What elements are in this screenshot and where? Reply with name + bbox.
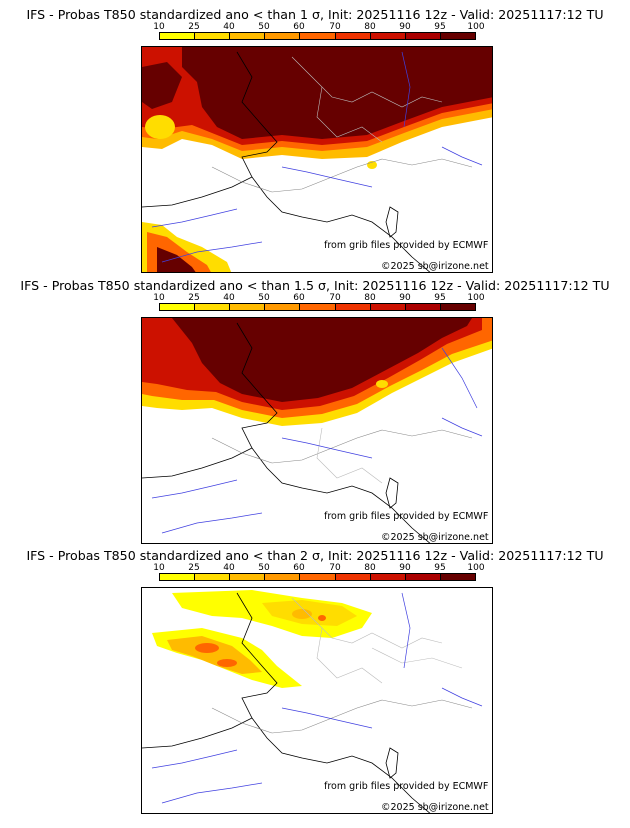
colorbar-tick: 10	[153, 22, 165, 32]
colorbar-segment	[300, 33, 336, 39]
probability-map: from grib files provided by ECMWF ©2025 …	[141, 587, 493, 814]
colorbar-segment	[230, 33, 266, 39]
colorbar-tick: 10	[153, 563, 165, 573]
panel-1-5sigma: IFS - Probas T850 standardized ano < tha…	[0, 278, 630, 548]
colorbar-tick: 40	[223, 563, 235, 573]
colorbar-labels: 10 25 40 50 60 70 80 90 95 100	[153, 563, 484, 573]
colorbar-tick: 25	[188, 563, 200, 573]
colorbar-segment	[265, 304, 301, 310]
colorbar-tick: 100	[467, 563, 485, 573]
map-title: IFS - Probas T850 standardized ano < tha…	[26, 7, 604, 22]
colorbar	[159, 32, 476, 40]
colorbar-segment	[195, 33, 231, 39]
map-title: IFS - Probas T850 standardized ano < tha…	[20, 278, 610, 293]
map-graphic	[142, 590, 483, 813]
colorbar-tick: 95	[434, 293, 446, 303]
colorbar-tick: 90	[399, 563, 411, 573]
colorbar-segment	[370, 574, 406, 580]
panel-2sigma: IFS - Probas T850 standardized ano < tha…	[0, 548, 630, 818]
colorbar-segment	[265, 33, 301, 39]
colorbar-segment	[160, 574, 196, 580]
colorbar-tick: 50	[258, 22, 270, 32]
colorbar-tick: 10	[153, 293, 165, 303]
colorbar-segment	[440, 33, 475, 39]
colorbar-tick: 90	[399, 293, 411, 303]
colorbar-segment	[370, 33, 406, 39]
colorbar-tick: 80	[364, 563, 376, 573]
colorbar-segment	[405, 304, 441, 310]
colorbar-tick: 70	[329, 22, 341, 32]
colorbar-labels: 10 25 40 50 60 70 80 90 95 100	[153, 293, 484, 303]
colorbar	[159, 573, 476, 581]
colorbar-segment	[300, 574, 336, 580]
panel-1sigma: IFS - Probas T850 standardized ano < tha…	[0, 7, 630, 277]
colorbar-tick: 80	[364, 293, 376, 303]
colorbar-segment	[405, 33, 441, 39]
colorbar-tick: 50	[258, 563, 270, 573]
colorbar-tick: 25	[188, 22, 200, 32]
colorbar-tick: 90	[399, 22, 411, 32]
colorbar-segment	[335, 33, 371, 39]
colorbar-tick: 80	[364, 22, 376, 32]
colorbar-tick: 60	[293, 22, 305, 32]
probability-map: from grib files provided by ECMWF ©2025 …	[141, 317, 493, 544]
colorbar-tick: 95	[434, 22, 446, 32]
colorbar-tick: 60	[293, 293, 305, 303]
colorbar-tick: 70	[329, 563, 341, 573]
colorbar-tick: 40	[223, 293, 235, 303]
colorbar-segment	[230, 574, 266, 580]
colorbar-tick: 40	[223, 22, 235, 32]
colorbar-segment	[195, 304, 231, 310]
credit-copyright: ©2025 sb@irizone.net	[381, 802, 489, 813]
colorbar-tick: 60	[293, 563, 305, 573]
map-graphic	[142, 318, 492, 543]
colorbar-segment	[160, 33, 196, 39]
colorbar-segment	[405, 574, 441, 580]
colorbar-segment	[440, 574, 475, 580]
map-graphic	[142, 47, 492, 272]
credit-copyright: ©2025 sb@irizone.net	[381, 532, 489, 543]
map-title: IFS - Probas T850 standardized ano < tha…	[26, 548, 604, 563]
credit-copyright: ©2025 sb@irizone.net	[381, 261, 489, 272]
colorbar-tick: 100	[467, 22, 485, 32]
colorbar-segment	[230, 304, 266, 310]
colorbar-segment	[335, 304, 371, 310]
credit-source: from grib files provided by ECMWF	[324, 781, 489, 792]
colorbar-segment	[300, 304, 336, 310]
colorbar-segment	[195, 574, 231, 580]
colorbar-tick: 100	[467, 293, 485, 303]
colorbar-labels: 10 25 40 50 60 70 80 90 95 100	[153, 22, 484, 32]
colorbar-segment	[370, 304, 406, 310]
colorbar-segment	[335, 574, 371, 580]
probability-map: from grib files provided by ECMWF ©2025 …	[141, 46, 493, 273]
colorbar	[159, 303, 476, 311]
colorbar-segment	[440, 304, 475, 310]
credit-source: from grib files provided by ECMWF	[324, 511, 489, 522]
colorbar-segment	[160, 304, 196, 310]
colorbar-tick: 95	[434, 563, 446, 573]
credit-source: from grib files provided by ECMWF	[324, 240, 489, 251]
colorbar-tick: 70	[329, 293, 341, 303]
colorbar-tick: 25	[188, 293, 200, 303]
colorbar-segment	[265, 574, 301, 580]
colorbar-tick: 50	[258, 293, 270, 303]
